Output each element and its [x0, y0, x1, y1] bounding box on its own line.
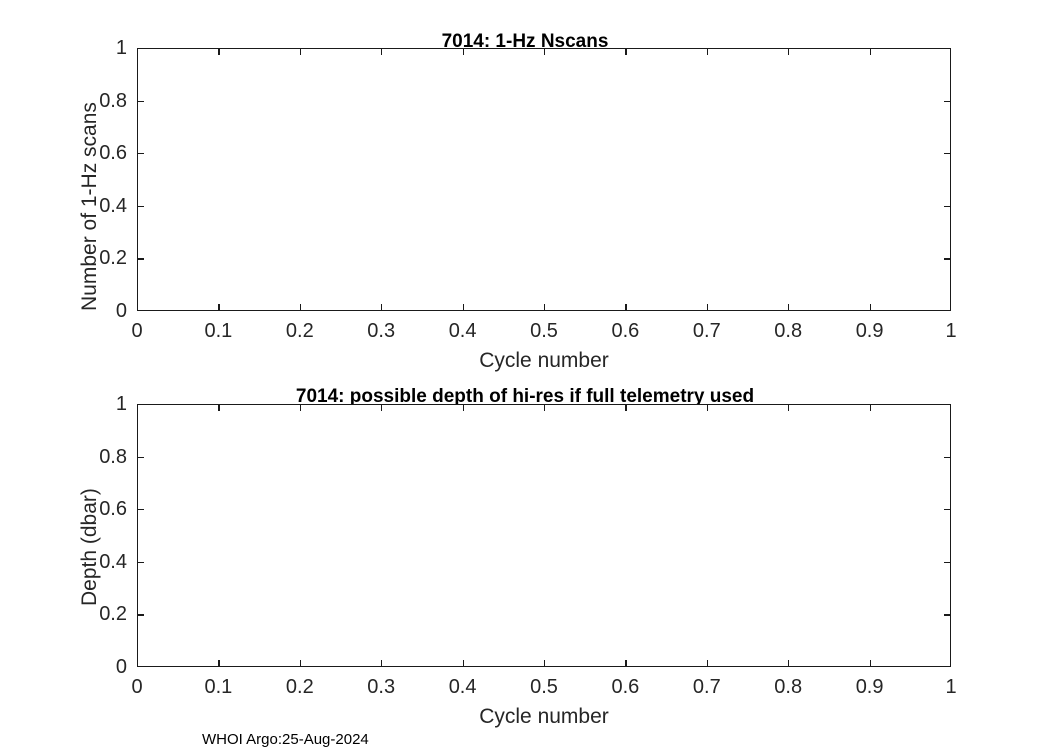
top-plot-xticklabel: 0.8: [774, 320, 803, 342]
top-plot-xticklabel: 1: [945, 320, 957, 342]
top-plot-ytick-right: [944, 258, 951, 260]
top-plot-yticklabel: 0.4: [99, 194, 127, 217]
top-plot-xtick-top: [869, 48, 871, 55]
bottom-plot-xtick-top: [299, 404, 302, 411]
bottom-plot-yticklabel: 0: [115, 656, 127, 678]
bottom-plot-xtick: [381, 660, 383, 667]
top-plot-xtick: [625, 304, 627, 311]
top-plot-ytick: [137, 153, 144, 155]
bottom-plot-xtick-top: [869, 404, 871, 411]
bottom-plot-xtick: [706, 660, 709, 667]
top-plot-xtick: [706, 304, 709, 311]
top-plot-yticklabel: 0.2: [99, 247, 127, 270]
bottom-plot-ytick-right: [944, 614, 951, 616]
bottom-plot-xticklabel: 0.2: [285, 676, 314, 698]
top-plot-xticklabel: 0: [131, 320, 143, 342]
bottom-plot-xtick-top: [544, 404, 546, 411]
bottom-plot-xtick-top: [625, 404, 627, 411]
top-plot-yticklabel: 0.8: [99, 89, 127, 112]
bottom-plot-yticklabel: 1: [115, 393, 127, 415]
bottom-plot-yticklabel: 0.6: [99, 498, 127, 521]
bottom-plot-xticklabel: 0.3: [367, 676, 396, 698]
bottom-plot-yticklabel: 0.8: [99, 445, 127, 468]
bottom-plot-axes[interactable]: [137, 404, 951, 667]
top-plot-xtick-top: [381, 48, 383, 55]
top-plot-xtick-top: [544, 48, 546, 55]
top-plot-ytick: [137, 100, 144, 102]
top-plot-ytick: [137, 258, 144, 260]
top-plot-xticklabel: 0.9: [855, 320, 884, 342]
bottom-plot-xtick-top: [462, 404, 464, 411]
bottom-plot-xtick-top: [706, 404, 709, 411]
bottom-plot-title: 7014: possible depth of hi-res if full t…: [295, 386, 755, 407]
bottom-plot-yticklabel: 0.2: [99, 603, 127, 626]
top-plot-ytick-right: [944, 153, 951, 155]
top-plot-xticklabel: 0.6: [611, 320, 640, 342]
top-plot-yticklabel: 0.6: [99, 142, 127, 165]
top-plot-xtick-top: [625, 48, 627, 55]
top-plot-xticklabel: 0.1: [204, 320, 233, 342]
top-plot-xticklabel: 0.7: [692, 320, 721, 342]
bottom-plot-xtick: [462, 660, 464, 667]
bottom-plot-xticklabel: 1: [945, 676, 957, 698]
bottom-plot-xticklabel: 0: [131, 676, 143, 698]
top-plot-xtick: [381, 304, 383, 311]
top-plot-box: [137, 48, 951, 311]
top-plot-xtick: [544, 304, 546, 311]
top-plot-axes[interactable]: [137, 48, 951, 311]
top-plot-xticklabel: 0.3: [367, 320, 396, 342]
bottom-plot-xticklabel: 0.5: [530, 676, 558, 698]
bottom-plot-ytick-right: [944, 509, 951, 511]
bottom-plot-xticklabel: 0.1: [204, 676, 233, 698]
top-plot-yticklabel: 1: [115, 37, 127, 59]
bottom-plot-xtick: [625, 660, 627, 667]
top-plot-xtick-top: [462, 48, 464, 55]
bottom-plot-ytick: [137, 561, 144, 564]
bottom-plot-yticklabel: 0.4: [99, 550, 127, 573]
bottom-plot-xtick-top: [381, 404, 383, 411]
top-plot-xtick: [299, 304, 302, 311]
bottom-plot-xlabel: Cycle number: [479, 705, 609, 728]
top-plot-ytick-right: [944, 100, 951, 102]
bottom-plot-xticklabel: 0.9: [855, 676, 884, 698]
bottom-plot-box: [137, 404, 951, 667]
bottom-plot-xticklabel: 0.8: [774, 676, 803, 698]
top-plot-title: 7014: 1-Hz Nscans: [441, 31, 609, 52]
top-plot-ytick: [137, 205, 144, 208]
top-plot-xtick: [218, 304, 220, 311]
bottom-plot-xtick: [218, 660, 220, 667]
bottom-plot-xtick-top: [788, 404, 790, 411]
top-plot-xtick: [869, 304, 871, 311]
bottom-plot-xtick-top: [218, 404, 220, 411]
bottom-plot-xticklabel: 0.7: [692, 676, 721, 698]
bottom-plot-xtick: [299, 660, 302, 667]
bottom-plot-xticklabel: 0.6: [611, 676, 640, 698]
bottom-plot-xtick: [869, 660, 871, 667]
bottom-plot-xtick: [544, 660, 546, 667]
top-plot-xticklabel: 0.5: [530, 320, 558, 342]
bottom-plot-ytick: [137, 456, 144, 458]
top-plot-yticklabel: 0: [115, 300, 127, 322]
top-plot-ytick-right: [944, 205, 951, 208]
top-plot-xtick-top: [218, 48, 220, 55]
top-plot-xticklabel: 0.2: [285, 320, 314, 342]
bottom-plot-ytick: [137, 614, 144, 616]
top-plot-xlabel: Cycle number: [479, 349, 609, 372]
bottom-plot-xticklabel: 0.4: [448, 676, 477, 698]
top-plot-xtick-top: [788, 48, 790, 55]
top-plot-xtick-top: [706, 48, 709, 55]
bottom-plot-ytick: [137, 509, 144, 511]
whoi-argo-datestamp: WHOI Argo:25-Aug-2024: [202, 731, 369, 748]
bottom-plot-xtick: [788, 660, 790, 667]
top-plot-xtick: [788, 304, 790, 311]
top-plot-xtick-top: [299, 48, 302, 55]
top-plot-xticklabel: 0.4: [448, 320, 477, 342]
bottom-plot-ytick-right: [944, 456, 951, 458]
bottom-plot-ytick-right: [944, 561, 951, 564]
top-plot-xtick: [462, 304, 464, 311]
